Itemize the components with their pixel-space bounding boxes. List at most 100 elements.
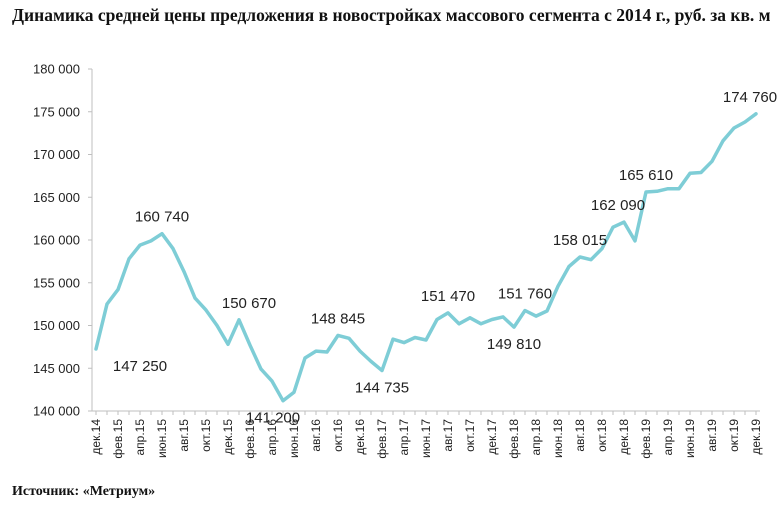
x-tick-label: авг.17: [441, 419, 455, 452]
x-tick-label: дек.16: [353, 419, 367, 455]
data-point: [545, 309, 549, 313]
data-point: [226, 342, 230, 346]
x-tick-label: апр.17: [397, 419, 411, 456]
data-point: [732, 126, 736, 130]
data-point: [644, 190, 648, 194]
x-tick-label: июн.19: [683, 419, 697, 458]
chart-title: Динамика средней цены предложения в ново…: [12, 5, 771, 25]
data-point: [347, 336, 351, 340]
data-point: [457, 322, 461, 326]
data-point: [677, 187, 681, 191]
y-tick-label: 175 000: [33, 104, 80, 119]
x-tick-label: апр.15: [133, 419, 147, 456]
data-point: [259, 367, 263, 371]
data-label: 149 810: [487, 336, 541, 353]
x-tick-label: июн.17: [419, 419, 433, 458]
data-point: [402, 341, 406, 345]
data-point: [182, 270, 186, 274]
data-point: [534, 314, 538, 318]
data-point: [116, 288, 120, 292]
data-point: [380, 369, 384, 373]
data-point: [743, 120, 747, 124]
source-note: Источник: «Метриум»: [12, 484, 156, 499]
data-point: [490, 318, 494, 322]
x-tick-label: дек.15: [221, 419, 235, 455]
data-point: [501, 315, 505, 319]
x-tick-label: дек.17: [485, 419, 499, 455]
x-axis: дек.14 фев.15 апр.15 июн.15 авг.15 окт.15 дек.…: [89, 410, 763, 459]
x-tick-label: фев.17: [375, 419, 389, 459]
data-labels-layer: 147 250 160 740 150 670 141 200 148 845 144 7…: [113, 89, 777, 427]
data-point: [435, 318, 439, 322]
x-tick-label: апр.18: [529, 419, 543, 456]
data-point: [710, 159, 714, 163]
y-tick-label: 160 000: [33, 233, 80, 248]
x-tick-label: фев.19: [639, 419, 653, 459]
x-tick-label: авг.19: [705, 419, 719, 452]
data-point: [633, 239, 637, 243]
data-label: 148 845: [311, 310, 365, 327]
y-tick-label: 140 000: [33, 404, 80, 419]
series-line: [94, 112, 758, 403]
y-tick-label: 165 000: [33, 190, 80, 205]
x-tick-label: фев.15: [111, 419, 125, 459]
data-label: 150 670: [222, 295, 276, 312]
data-point: [391, 337, 395, 341]
x-tick-label: дек.14: [89, 419, 103, 455]
data-label: 162 090: [591, 197, 645, 214]
data-point: [567, 265, 571, 269]
y-tick-label: 170 000: [33, 147, 80, 162]
x-tick-label: окт.19: [727, 419, 741, 452]
data-point: [622, 220, 626, 224]
y-tick-label: 145 000: [33, 361, 80, 376]
data-point: [468, 316, 472, 320]
data-point: [193, 296, 197, 300]
data-point: [479, 322, 483, 326]
data-point: [512, 325, 516, 329]
data-point: [611, 225, 615, 229]
x-tick-label: апр.16: [265, 419, 279, 456]
x-tick-label: окт.16: [331, 419, 345, 452]
data-point: [336, 333, 340, 337]
data-point: [237, 318, 241, 322]
data-label: 174 760: [723, 89, 777, 106]
data-point: [160, 232, 164, 236]
data-point: [292, 390, 296, 394]
data-point: [215, 324, 219, 327]
data-point: [138, 243, 142, 247]
data-point: [446, 311, 450, 315]
y-tick-label: 180 000: [33, 62, 80, 77]
data-point: [171, 247, 175, 251]
data-label: 144 735: [355, 380, 409, 397]
data-point: [270, 379, 274, 383]
data-point: [578, 255, 582, 259]
data-point: [303, 356, 307, 360]
data-point: [721, 139, 725, 143]
data-point: [666, 187, 670, 191]
x-tick-label: авг.15: [177, 419, 191, 452]
data-point: [600, 247, 604, 251]
data-point: [413, 335, 417, 339]
x-tick-label: июн.15: [155, 419, 169, 458]
data-point: [424, 338, 428, 342]
data-point: [127, 257, 131, 261]
data-point: [754, 112, 758, 116]
x-tick-label: фев.18: [507, 419, 521, 459]
y-axis: 140 000 145 000 150 000 155 000 160 000 165 0…: [33, 62, 93, 419]
data-label: 147 250: [113, 358, 167, 375]
data-label: 151 470: [421, 288, 475, 305]
data-point: [358, 349, 362, 353]
x-tick-label: фев.16: [243, 419, 257, 459]
x-tick-label: июн.18: [551, 419, 565, 458]
x-tick-label: окт.15: [199, 419, 213, 452]
data-label: 151 760: [498, 285, 552, 302]
x-tick-label: авг.16: [309, 419, 323, 452]
data-label: 141 200: [246, 410, 300, 427]
data-point: [248, 343, 252, 347]
x-tick-label: окт.17: [463, 419, 477, 452]
series-layer: [94, 112, 758, 403]
data-point: [655, 189, 659, 193]
data-point: [589, 258, 593, 262]
y-tick-label: 155 000: [33, 275, 80, 290]
